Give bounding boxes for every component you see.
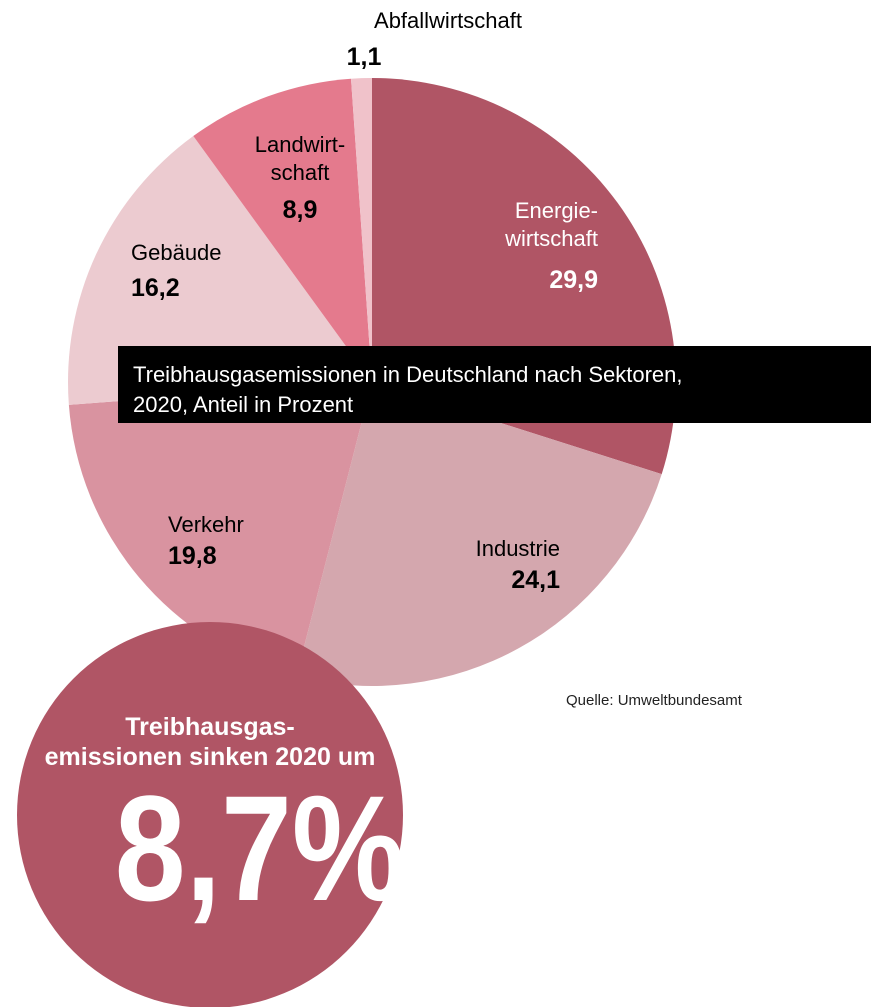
callout-circle <box>17 622 403 1007</box>
callout-text: Treibhausgas-emissionen sinken 2020 um <box>45 713 376 771</box>
slice-value: 29,9 <box>549 266 598 294</box>
callout-headline: 8,7% <box>115 765 406 932</box>
slice-value: 8,9 <box>283 196 318 224</box>
slice-value: 19,8 <box>168 542 217 570</box>
pie-slice <box>296 382 662 686</box>
slice-label: Energie-wirtschaft <box>504 198 598 251</box>
title-box <box>118 346 871 423</box>
slice-label: Industrie <box>476 536 560 561</box>
pie-slice <box>68 382 372 677</box>
slice-value: 1,1 <box>347 43 382 71</box>
slice-label: Landwirt-schaft <box>255 132 345 185</box>
slice-label: Abfallwirtschaft <box>374 8 522 33</box>
pie-slice <box>68 136 372 405</box>
slice-label: Verkehr <box>168 512 244 537</box>
pie-slice <box>193 78 372 382</box>
slice-value: 24,1 <box>511 566 560 594</box>
pie-slice <box>351 78 372 382</box>
chart-title: Treibhausgasemissionen in Deutschland na… <box>133 362 683 417</box>
slice-label: Gebäude <box>131 240 222 265</box>
slice-value: 16,2 <box>131 274 180 302</box>
source: Quelle: Umweltbundesamt <box>566 692 743 709</box>
